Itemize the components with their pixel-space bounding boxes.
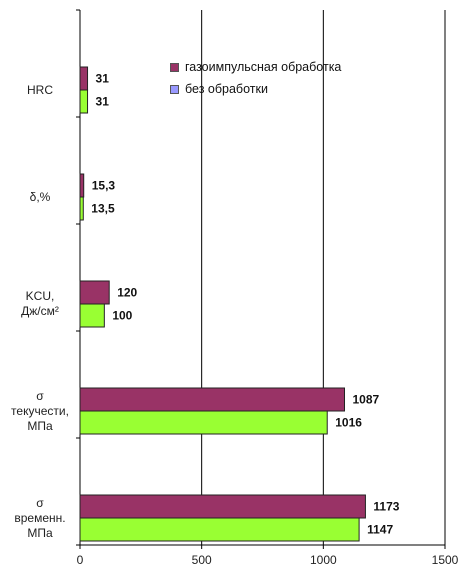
bar-series-2 (79, 517, 360, 542)
data-label: 1173 (373, 500, 399, 514)
legend-label-1: газоимпульсная обработка (185, 60, 342, 74)
bar-series-1 (79, 387, 346, 412)
data-label: 120 (117, 286, 137, 300)
legend-item-series-1: газоимпульсная обработка (170, 56, 341, 78)
data-label: 1147 (367, 523, 393, 537)
bar-series-2 (79, 303, 105, 328)
data-label: 100 (112, 309, 132, 323)
legend-swatch-2 (170, 84, 179, 94)
legend-label-2: без обработки (185, 82, 268, 96)
category-label: KCU, Дж/см² (21, 289, 59, 318)
bar-series-1 (79, 66, 89, 91)
data-label: 1016 (335, 416, 362, 430)
x-tick-label: 1500 (432, 553, 459, 567)
bar-series-1 (79, 280, 110, 305)
category-label: δ,% (29, 189, 51, 204)
x-tick-label: 500 (192, 553, 212, 567)
data-label: 13,5 (91, 202, 115, 216)
x-tick-label: 0 (77, 553, 84, 567)
bar-series-2 (79, 410, 328, 435)
data-label: 1087 (353, 393, 380, 407)
bar-series-2 (79, 196, 84, 221)
bar-series-1 (79, 173, 85, 198)
category-label: σ временн. МПа (14, 495, 66, 540)
chart-legend: газоимпульсная обработка без обработки (170, 56, 341, 100)
data-label: 31 (96, 72, 110, 86)
legend-swatch-1 (170, 62, 179, 72)
data-label: 15,3 (92, 179, 116, 193)
data-label: 31 (96, 95, 110, 109)
bar-series-2 (79, 89, 89, 114)
x-tick-label: 1000 (310, 553, 337, 567)
bar-series-1 (79, 494, 366, 519)
legend-item-series-2: без обработки (170, 78, 341, 100)
category-label: σ текучести, МПа (11, 388, 69, 433)
category-label: HRC (27, 82, 53, 97)
